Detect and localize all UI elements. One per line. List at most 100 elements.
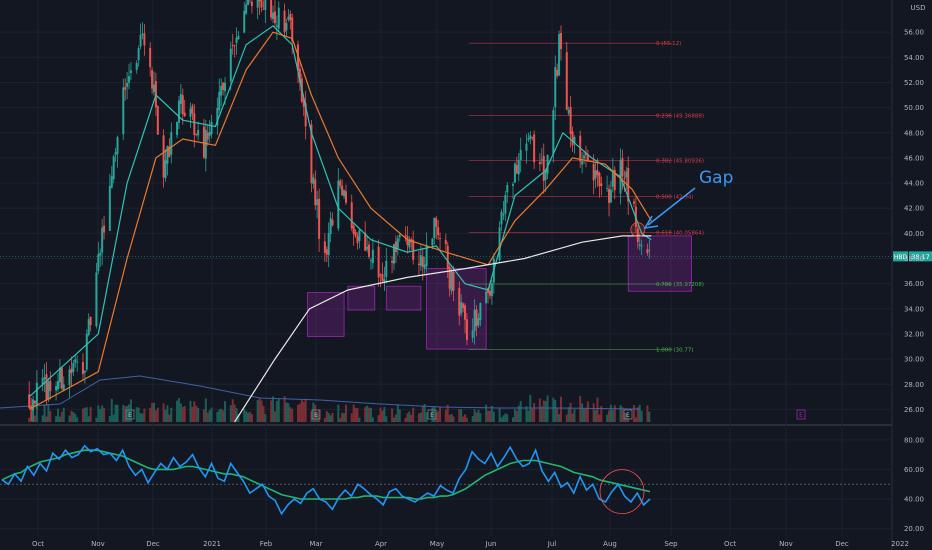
earnings-marker-box (623, 409, 633, 420)
volume-bar (425, 412, 428, 422)
volume-bar (176, 400, 179, 422)
candle-body (331, 219, 334, 226)
volume-bar (479, 413, 482, 422)
ticker-tag (893, 251, 908, 262)
volume-bar (377, 415, 380, 422)
candle-body (596, 170, 599, 176)
volume-bar (552, 397, 555, 422)
volume-bar (584, 407, 587, 422)
candle-body (129, 70, 132, 73)
volume-bar (151, 402, 154, 422)
candle-body (621, 158, 624, 177)
price-tick-label: 38.00 (904, 255, 924, 263)
volume-bar (527, 410, 530, 422)
earnings-marker[interactable]: E (125, 409, 135, 420)
candle-body (646, 249, 649, 254)
earnings-marker[interactable]: E (427, 409, 437, 420)
candle-body (592, 163, 595, 181)
volume-bar (220, 408, 223, 422)
volume-bar (379, 407, 382, 422)
candle-body (273, 11, 276, 24)
volume-bar (611, 410, 614, 422)
volume-bar (592, 403, 595, 422)
candle-body (126, 83, 129, 87)
candle-body (224, 82, 227, 92)
candle-body (394, 241, 397, 253)
volume-bar (149, 407, 152, 422)
volume-bar (600, 406, 603, 422)
candle-body (179, 93, 182, 104)
volume-bar (302, 401, 305, 422)
candle-body (116, 137, 119, 154)
volume-bar (35, 404, 38, 422)
rsi-line (1, 444, 651, 516)
volume-bar (262, 405, 265, 422)
candle-body (581, 161, 584, 165)
time-tick-label: Jun (485, 540, 497, 548)
candle-body (594, 170, 597, 179)
volume-bar (381, 410, 384, 422)
volume-bar (327, 413, 330, 422)
candle-body (640, 245, 643, 247)
candle-body (423, 264, 426, 269)
candle-body (291, 17, 294, 42)
currency-label: USD (911, 4, 926, 12)
candle-body (608, 188, 611, 203)
volume-bar (490, 405, 493, 422)
candle-body (183, 112, 186, 117)
candle-body (302, 98, 305, 107)
candle-body (500, 211, 503, 225)
volume-bar (85, 407, 88, 422)
volume-bar (154, 410, 157, 422)
candle-body (458, 287, 461, 316)
candle-body (250, 1, 253, 7)
volume-bar (70, 410, 73, 422)
volume-bar (398, 409, 401, 422)
volume-bar (264, 414, 267, 422)
candle-body (262, 8, 265, 10)
candle-body (584, 153, 587, 156)
candle-body (460, 302, 463, 314)
time-tick-label: Sep (664, 540, 678, 548)
volume-bar (296, 404, 299, 422)
volume-bar (162, 403, 165, 422)
candle-body (170, 132, 173, 155)
earnings-marker[interactable]: E (623, 409, 633, 420)
candle-body (385, 260, 388, 278)
candle-body (396, 238, 399, 250)
volume-bar (272, 396, 275, 422)
volume-bar (517, 405, 520, 422)
fib-level-label: 0.618 (40.05864) (656, 231, 704, 237)
volume-bar (448, 414, 451, 422)
volume-bar (47, 404, 50, 422)
candle-body (464, 305, 467, 320)
candle-body (149, 47, 152, 68)
candle-body (600, 183, 603, 186)
volume-bar (358, 417, 361, 422)
earnings-marker-label: E (626, 412, 630, 419)
volume-bar (515, 411, 518, 422)
volume-bar (408, 411, 411, 422)
candle-body (41, 377, 44, 385)
candle-body (128, 76, 131, 83)
earnings-marker-box (796, 409, 806, 420)
volume-bar (89, 406, 92, 422)
time-tick-label: Apr (375, 540, 387, 548)
candle-body (623, 178, 626, 180)
price-tick-label: 34.00 (904, 305, 924, 313)
candle-body (598, 172, 601, 187)
candle-body (546, 154, 549, 174)
earnings-marker[interactable]: E (796, 409, 806, 420)
volume-bar (43, 404, 46, 422)
fib-level-label: 0 (55.12) (656, 41, 681, 47)
earnings-marker[interactable]: E (311, 409, 321, 420)
candle-body (450, 271, 453, 292)
volume-bar (477, 409, 480, 422)
candle-body (81, 362, 84, 375)
candle-body (289, 13, 292, 21)
fib-level-label: 0.382 (45.80936) (656, 158, 704, 164)
candle-body (327, 233, 330, 256)
volume-bar (45, 416, 48, 422)
candle-body (231, 45, 234, 46)
volume-bar (556, 408, 559, 422)
